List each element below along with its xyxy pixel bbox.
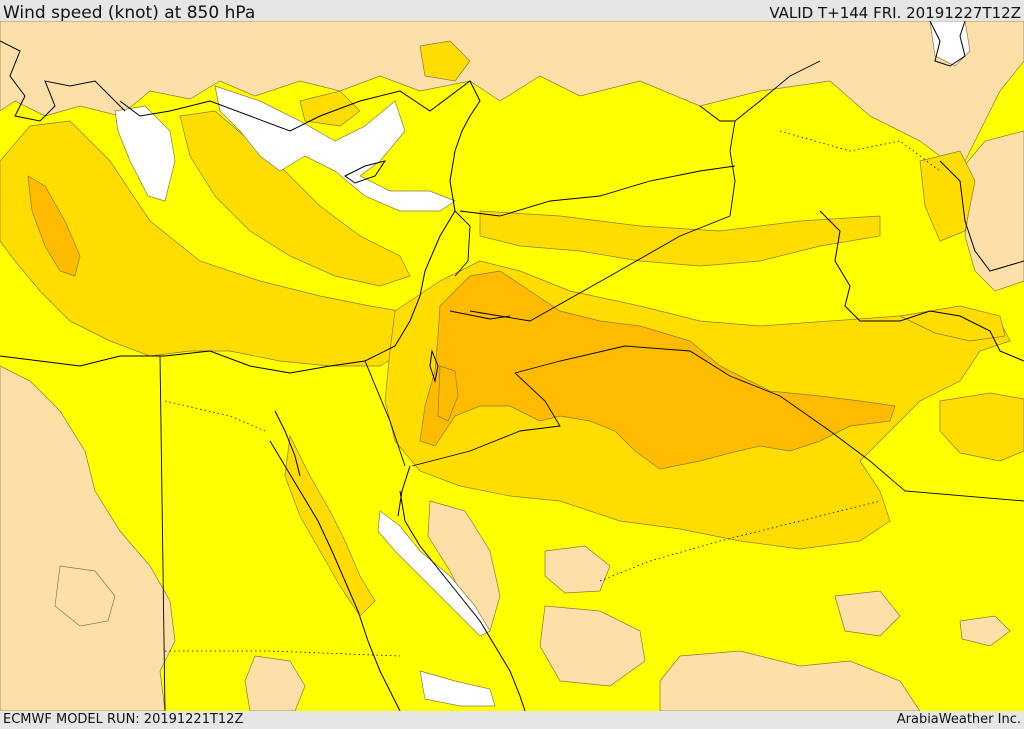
border-saudi-iraq [624,345,1024,502]
field-fresh-north-coast [299,90,361,127]
coastline-caspian [929,21,966,67]
border-egypt-libya [159,355,166,711]
field-calm-cyprus [214,85,456,212]
field-fresh-gulf-south [939,392,1024,462]
field-strong-sinai [437,365,459,422]
field-fresh-iran-patch [919,150,976,242]
model-run-label: ECMWF MODEL RUN: 20191221T12Z [3,712,244,727]
border-jordan-saudi [411,372,561,467]
field-calm-caspian-edge [929,21,971,67]
border-iran-provinces [779,130,941,172]
field-calm-red-sea [377,510,491,637]
border-saudi-internal [599,500,881,582]
border-lebanon-syria [454,210,471,277]
field-calm-south [419,670,496,707]
coastline-greece [0,40,126,122]
field-light-west-africa [0,365,176,711]
border-turkey-iraq [699,105,735,122]
coastline-med-south [0,210,456,374]
field-light-se-corner [959,615,1011,647]
field-light-south-arabia [659,650,921,711]
map-canvas [0,21,1024,711]
wind-speed-map[interactable] [0,21,1024,711]
coastline-med-north [119,80,481,212]
border-jordan-iraq [514,345,626,374]
coastline-dead-sea [429,349,439,383]
field-light-west-patch [54,565,116,627]
coastline-gulf-suez [274,410,301,477]
field-light-nile-patch [244,655,306,711]
border-israel-egypt [364,360,406,467]
coastline-gulf-east [939,160,1024,272]
field-calm-libya-coast [114,105,176,202]
map-title: Wind speed (knot) at 850 hPa [3,3,256,23]
field-fresh-red-sea-strip [284,434,376,617]
field-fresh-gulf-north [898,305,1006,342]
border-turkey-syria [459,165,736,217]
coastline-cyprus [344,160,387,184]
field-light-red-sea-east [539,605,646,687]
credit-label: ArabiaWeather Inc. [896,712,1021,727]
field-strong-med-core [27,175,81,277]
field-fresh-iraq-band [479,210,881,267]
field-fresh-med-west [0,120,406,367]
field-light-southeast-patch [834,590,901,637]
field-light-central-arabia [544,545,611,594]
valid-time-label: VALID T+144 FRI. 20191227T12Z [769,4,1021,22]
border-egypt-sudan [165,650,401,657]
border-syria-jordan [449,310,511,320]
border-syria-iraq [469,215,731,322]
coastline-persian-gulf [819,210,1024,362]
field-strong-jordan [419,270,896,470]
coastline-red-sea-east [399,490,526,711]
coastline-gulf-aqaba [397,465,411,517]
coastline-red-sea-west [269,440,401,711]
field-fresh-anatolia [419,40,471,82]
